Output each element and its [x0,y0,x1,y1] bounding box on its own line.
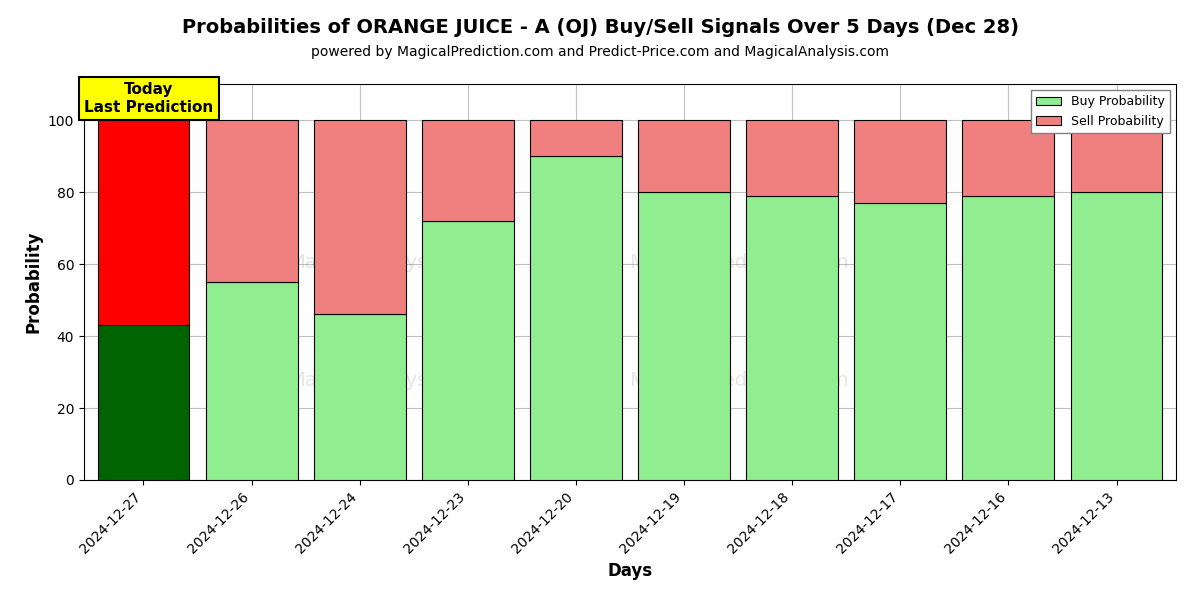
Bar [530,156,622,480]
Text: MagicalPrediction.com: MagicalPrediction.com [630,371,848,391]
Bar [422,221,514,480]
Bar [638,120,730,192]
Bar [1070,192,1163,480]
Text: powered by MagicalPrediction.com and Predict-Price.com and MagicalAnalysis.com: powered by MagicalPrediction.com and Pre… [311,45,889,59]
Bar [97,325,190,480]
X-axis label: Days: Days [607,562,653,580]
Bar [962,120,1055,196]
Bar [962,196,1055,480]
Bar [422,120,514,221]
Legend: Buy Probability, Sell Probability: Buy Probability, Sell Probability [1031,90,1170,133]
Bar [205,120,298,282]
Text: Probabilities of ORANGE JUICE - A (OJ) Buy/Sell Signals Over 5 Days (Dec 28): Probabilities of ORANGE JUICE - A (OJ) B… [181,18,1019,37]
Bar [638,192,730,480]
Bar [205,282,298,480]
Bar [313,314,406,480]
Bar [746,196,838,480]
Bar [1070,120,1163,192]
Text: MagicalAnalysis.com: MagicalAnalysis.com [288,371,491,391]
Bar [746,120,838,196]
Bar [313,120,406,314]
Bar [854,120,947,203]
Text: MagicalAnalysis.com: MagicalAnalysis.com [288,253,491,272]
Y-axis label: Probability: Probability [24,231,42,333]
Bar [97,120,190,325]
Text: Today
Last Prediction: Today Last Prediction [84,82,214,115]
Bar [530,120,622,156]
Text: MagicalPrediction.com: MagicalPrediction.com [630,253,848,272]
Bar [854,203,947,480]
